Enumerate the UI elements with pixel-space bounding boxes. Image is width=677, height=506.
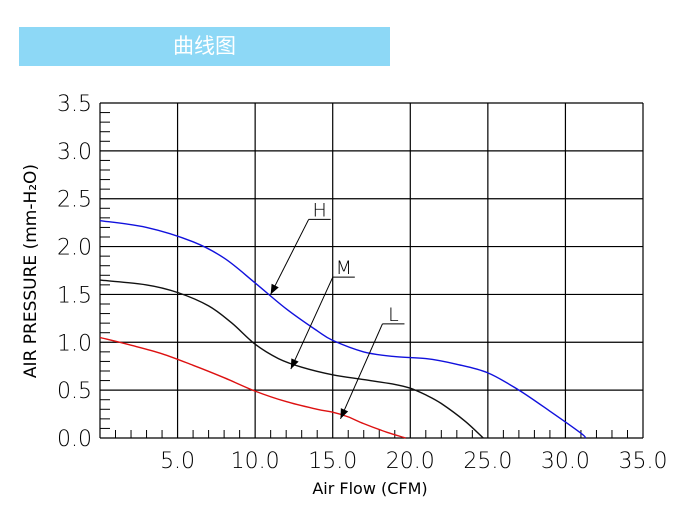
- curve-M: [99, 279, 484, 439]
- x-tick-label: 20.0: [386, 449, 435, 474]
- chart-title-banner: 曲线图: [19, 27, 390, 66]
- x-axis-label: Air Flow (CFM): [312, 479, 427, 498]
- minor-ticks: [100, 112, 628, 438]
- x-tick-label: 25.0: [463, 449, 512, 474]
- x-tick-label: 30.0: [541, 449, 590, 474]
- x-tick-label: 15.0: [308, 449, 357, 474]
- y-axis-label: AIR PRESSURE (mm-H₂O): [21, 164, 41, 378]
- banner-title: 曲线图: [173, 34, 236, 58]
- annotations: H M L: [270, 199, 405, 420]
- annotation-arrow-M: [290, 358, 299, 370]
- x-tick-label: 5.0: [160, 449, 195, 474]
- annotation-label-L: L: [388, 304, 399, 326]
- y-tick-label: 2.5: [57, 188, 92, 213]
- curves: [99, 220, 587, 439]
- y-tick-label: 0.5: [57, 379, 92, 404]
- y-tick-label: 3.5: [57, 92, 92, 117]
- y-tick-label: 0.0: [57, 427, 92, 452]
- grid: [99, 102, 644, 439]
- y-tick-label: 2.0: [57, 236, 92, 261]
- x-tick-label: 35.0: [619, 449, 668, 474]
- tick-labels: 0.0 0.5 1.0 1.5 2.0 2.5 3.0 3.5 5.0 10.0 15.0 20.0 2…: [57, 92, 667, 474]
- x-tick-label: 10.0: [231, 449, 280, 474]
- y-tick-label: 1.0: [57, 331, 92, 356]
- annotation-leader-L: [340, 323, 383, 420]
- annotation-label-M: M: [336, 257, 352, 279]
- annotation-label-H: H: [313, 199, 327, 221]
- curve-H: [99, 220, 587, 439]
- annotation-leader-M: [290, 276, 334, 370]
- annotation-leader-H: [270, 219, 310, 295]
- y-tick-label: 1.5: [57, 283, 92, 308]
- curve-L: [99, 336, 406, 439]
- y-tick-label: 3.0: [57, 140, 92, 165]
- annotation-arrow-L: [340, 408, 349, 419]
- annotation-arrow-H: [270, 283, 279, 295]
